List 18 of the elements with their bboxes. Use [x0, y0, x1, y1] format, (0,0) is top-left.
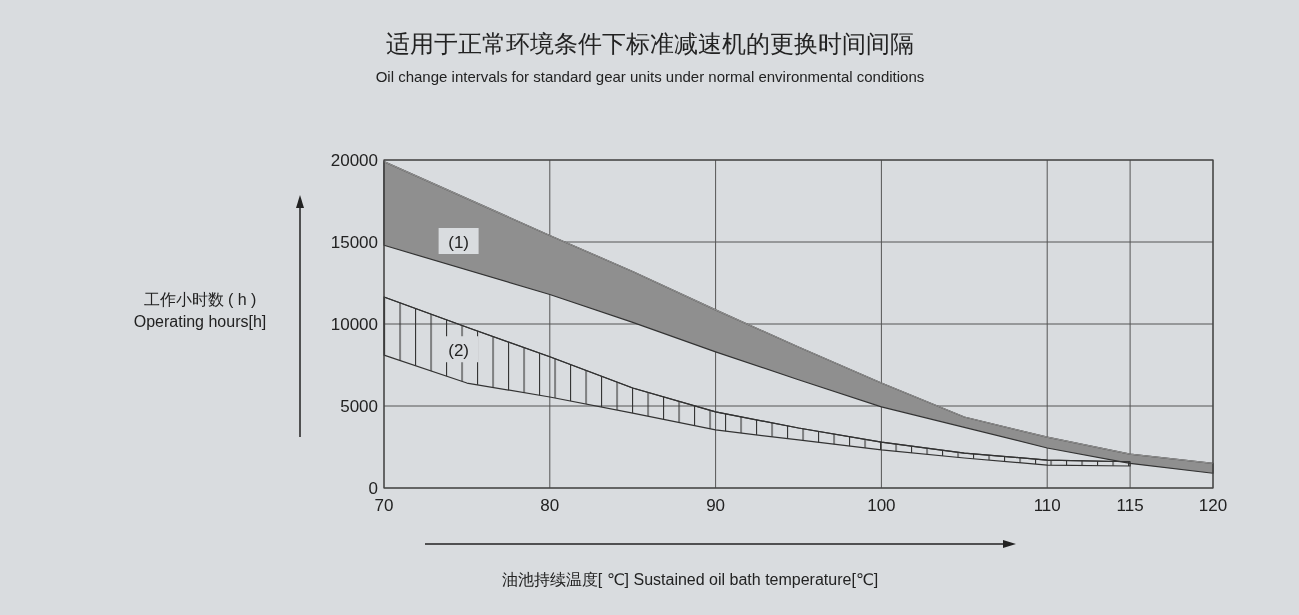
- x-tick-label: 80: [540, 496, 560, 515]
- y-axis-title: 工作小时数 ( h ) Operating hours[h]: [133, 291, 267, 330]
- y-tick-label: 20000: [330, 151, 378, 170]
- y-tick-label: 10000: [330, 315, 378, 334]
- y-tick-label: 0: [368, 479, 378, 498]
- x-tick-label: 70: [374, 496, 394, 515]
- annotation: (2): [448, 341, 469, 361]
- x-tick-label: 100: [867, 496, 896, 515]
- x-tick-label: 115: [1116, 496, 1144, 515]
- annotation: (1): [448, 233, 469, 252]
- x-axis-title: 油池持续温度[ ℃] Sustained oil bath temperature[℃]: [501, 571, 879, 588]
- chart-subtitle: Oil change intervals for standard gear units under normal environmental conditions: [375, 68, 925, 85]
- y-tick-label: 5000: [340, 397, 378, 416]
- x-tick-label: 120: [1198, 496, 1228, 515]
- x-tick-label: 90: [706, 496, 726, 515]
- chart-title: 适用于正常环境条件下标准减速机的更换时间间隔: [386, 30, 914, 57]
- x-tick-label: 110: [1033, 496, 1061, 515]
- y-tick-label: 15000: [330, 233, 378, 252]
